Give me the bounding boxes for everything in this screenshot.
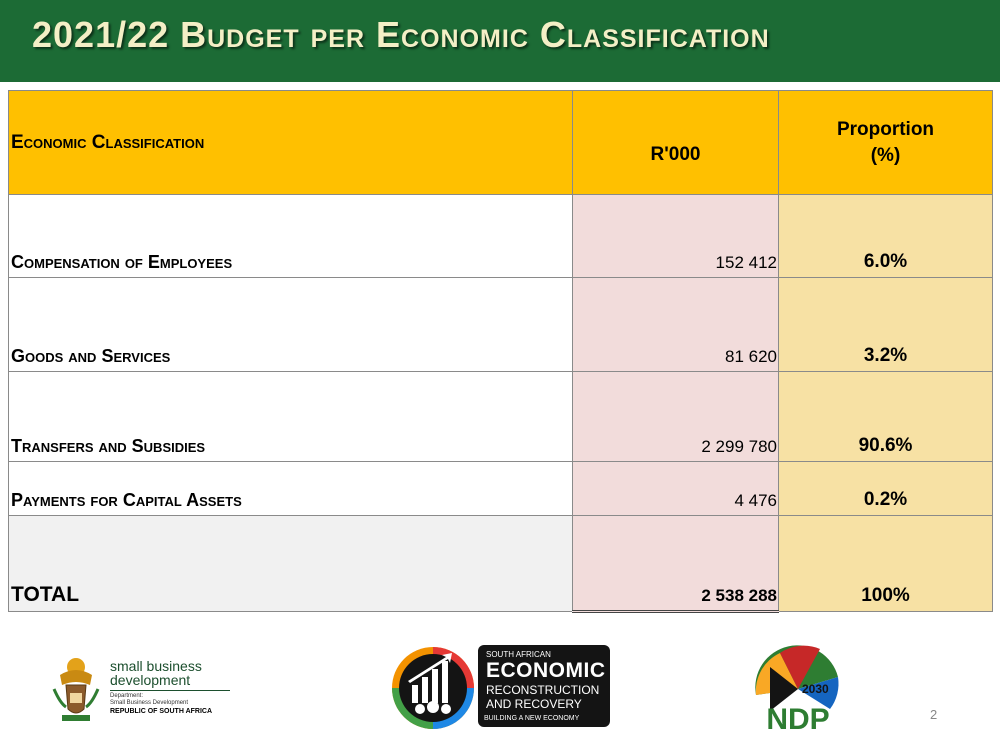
err-top-text: SOUTH AFRICAN [486,650,551,659]
row-value: 81 620 [572,277,779,372]
header-proportion-line2: (%) [870,145,901,166]
row-proportion: 90.6% [778,371,993,462]
err-logo: SOUTH AFRICAN ECONOMIC RECONSTRUCTION AN… [390,645,612,731]
row-value: 4 476 [572,461,779,516]
err-wordmark: SOUTH AFRICAN ECONOMIC RECONSTRUCTION AN… [478,645,610,727]
err-mid-line-1: RECONSTRUCTION [486,683,600,697]
dsbd-logo: small business development Department: S… [50,655,230,725]
row-proportion: 0.2% [778,461,993,516]
table-row: Transfers and Subsidies 2 299 780 90.6% [8,371,993,462]
row-label: Goods and Services [8,277,573,372]
row-label: Payments for Capital Assets [8,461,573,516]
err-mid-text: RECONSTRUCTION AND RECOVERY [486,683,599,711]
row-value: 2 299 780 [572,371,779,462]
header-classification: Economic Classification [8,90,573,195]
row-proportion: 3.2% [778,277,993,372]
dsbd-sub-1: Department: [110,693,144,699]
table-header-row: Economic Classification R'000 Proportion… [8,90,993,195]
coat-of-arms-icon [52,658,100,721]
row-proportion: 6.0% [778,194,993,278]
table-total-row: TOTAL 2 538 288 100% [8,515,993,613]
header-rand: R'000 [572,90,779,195]
dsbd-name-1: small business [110,658,202,674]
table-row: Payments for Capital Assets 4 476 0.2% [8,461,993,516]
row-label: Compensation of Employees [8,194,573,278]
page-number: 2 [930,707,938,722]
total-value: 2 538 288 [572,515,779,613]
total-label: TOTAL [8,515,573,612]
err-big-text: ECONOMIC [486,659,606,682]
ndp-emblem-icon: 2030 NDP [755,645,839,736]
dsbd-sub-2: Small Business Development [110,700,189,706]
ndp-logo: 2030 NDP [750,637,846,737]
slide-title: 2021/22 Budget per Economic Classificati… [32,14,770,55]
err-bottom-text: BUILDING A NEW ECONOMY [484,715,580,722]
row-label: Transfers and Subsidies [8,371,573,462]
ndp-year: 2030 [802,682,829,696]
header-proportion-line1: Proportion [836,119,935,140]
err-mid-line-2: AND RECOVERY [486,697,582,711]
header-proportion: Proportion (%) [778,90,993,195]
dsbd-divider [110,690,230,691]
dsbd-country: REPUBLIC OF SOUTH AFRICA [110,708,213,715]
ndp-letters: NDP [766,703,829,736]
dsbd-name-2: development [110,672,191,688]
recovery-emblem-icon [392,647,474,729]
row-value: 152 412 [572,194,779,278]
footer: small business development Department: S… [0,625,1000,750]
table-row: Goods and Services 81 620 3.2% [8,277,993,372]
table-row: Compensation of Employees 152 412 6.0% [8,194,993,278]
budget-table: Economic Classification R'000 Proportion… [8,90,993,613]
dsbd-text: small business development Department: S… [110,659,230,716]
title-bar: 2021/22 Budget per Economic Classificati… [0,0,1000,82]
total-proportion: 100% [778,515,993,612]
